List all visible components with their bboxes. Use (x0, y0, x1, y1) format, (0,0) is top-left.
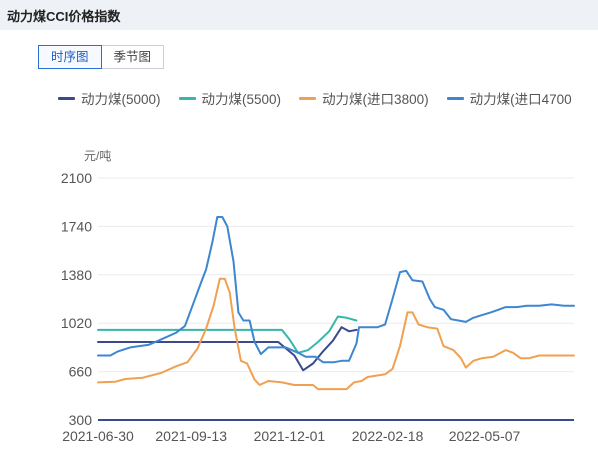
legend-item-5000[interactable]: 动力煤(5000) (58, 88, 161, 108)
legend-swatch (299, 96, 317, 100)
legend-swatch (178, 96, 196, 100)
tab-seasonal[interactable]: 季节图 (101, 45, 165, 69)
x-tick-label: 2022-05-07 (449, 428, 521, 444)
chart-legend: 动力煤(5000) 动力煤(5500) 动力煤(进口3800) 动力煤(进口47… (58, 88, 590, 108)
y-axis-unit-label: 元/吨 (84, 149, 111, 163)
legend-label: 动力煤(5000) (81, 92, 161, 107)
y-tick-label: 1020 (61, 315, 92, 331)
legend-label: 动力煤(进口3800) (322, 92, 429, 107)
series-line-1 (97, 315, 358, 354)
x-tick-label: 2022-02-18 (352, 428, 424, 444)
legend-item-import-4700[interactable]: 动力煤(进口4700 (446, 88, 572, 108)
x-tick-label: 2021-06-30 (62, 428, 134, 444)
tab-time-series[interactable]: 时序图 (38, 45, 102, 69)
legend-item-5500[interactable]: 动力煤(5500) (178, 88, 282, 108)
x-tick-label: 2021-09-13 (155, 428, 227, 444)
series-line-0 (97, 326, 358, 372)
legend-label: 动力煤(进口4700 (469, 92, 572, 107)
legend-swatch (58, 96, 75, 100)
y-tick-label: 660 (69, 364, 93, 380)
price-line-chart: 元/吨 300 660 1020 1380 1740 2100 2021-06-30 2021-… (61, 149, 575, 444)
title-bar: 动力煤CCI价格指数 (0, 0, 598, 30)
y-tick-label: 1380 (61, 267, 92, 283)
view-tabs: 时序图 季节图 (38, 45, 165, 69)
legend-label: 动力煤(5500) (201, 92, 282, 107)
y-tick-label: 1740 (61, 218, 92, 234)
legend-item-import-3800[interactable]: 动力煤(进口3800) (299, 88, 429, 108)
series-line-2 (97, 277, 575, 391)
legend-swatch (446, 96, 464, 100)
y-tick-label: 2100 (61, 170, 92, 186)
y-tick-label: 300 (69, 412, 93, 428)
x-tick-label: 2021-12-01 (254, 428, 326, 444)
series-line-3 (97, 216, 575, 364)
page-title: 动力煤CCI价格指数 (7, 9, 121, 24)
